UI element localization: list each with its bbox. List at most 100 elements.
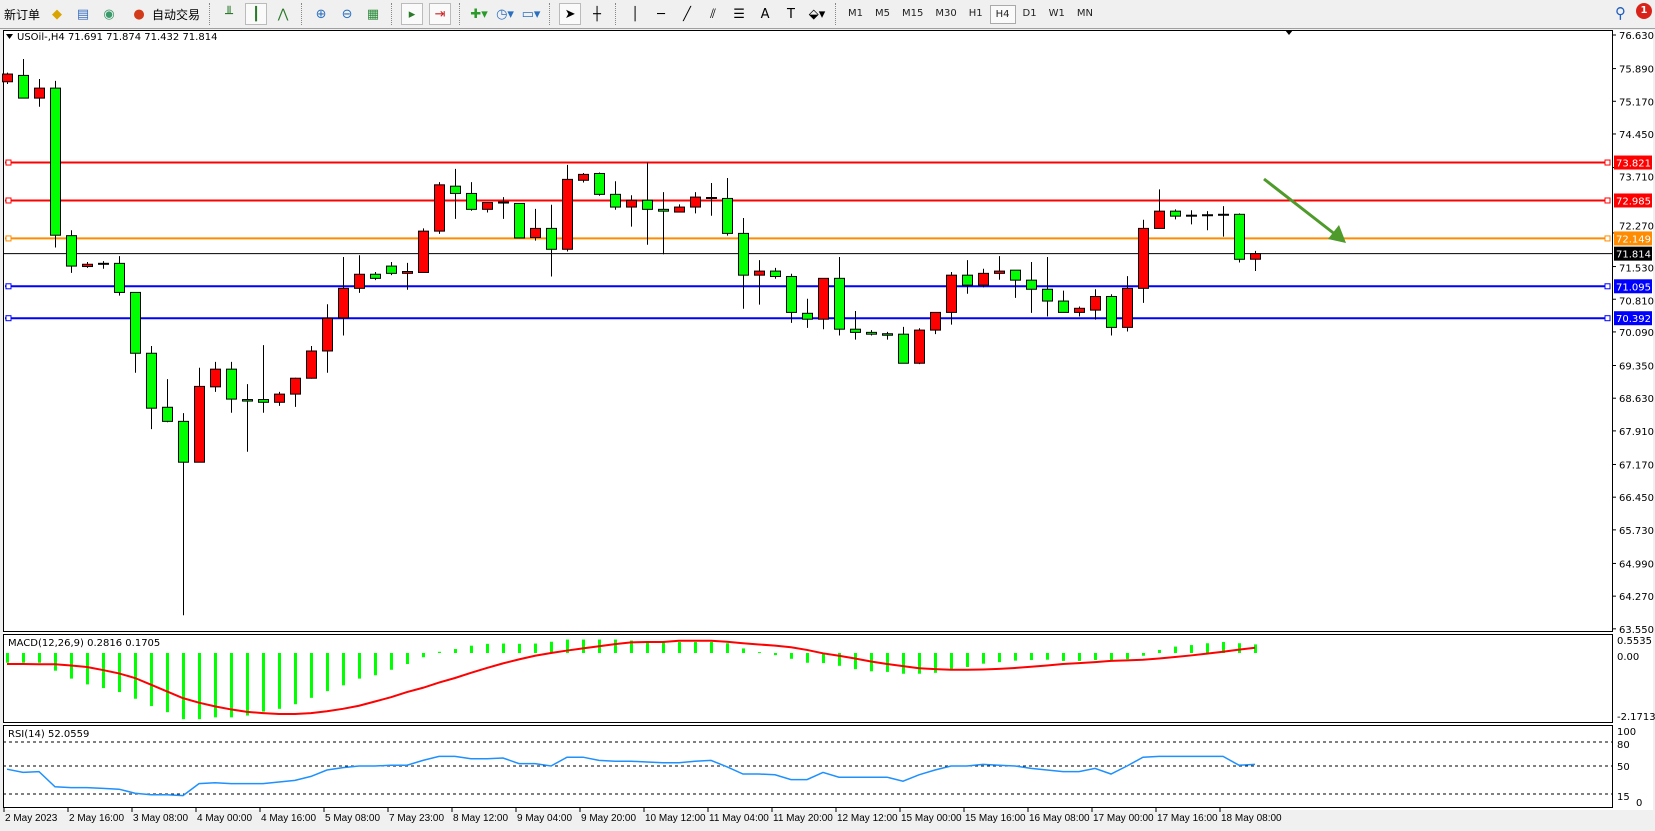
candle-body — [834, 277, 845, 330]
level-price-label: 72.985 — [1616, 196, 1651, 207]
market-watch-icon[interactable]: ◆ — [52, 6, 63, 22]
candle-body — [114, 262, 125, 293]
price-chart[interactable]: 76.630 75.890 75.170 74.450 73.710 72.270 71.5… — [0, 29, 1655, 831]
candle-body — [722, 197, 733, 234]
macd-histogram-bar — [246, 653, 249, 716]
bar-chart-icon[interactable]: ╨ — [225, 6, 233, 22]
search-icon[interactable]: ⚲ — [1615, 4, 1626, 22]
new-order-button[interactable]: 新订单 — [0, 2, 44, 26]
auto-scroll-icon[interactable]: ▸ — [401, 3, 424, 25]
date-tick-label: 17 May 16:00 — [1157, 813, 1218, 824]
candle-body — [1138, 227, 1149, 289]
level-price-label: 72.149 — [1616, 234, 1651, 245]
candle-body — [1010, 269, 1021, 281]
macd-histogram-bar — [198, 653, 201, 720]
level-handle — [5, 283, 12, 290]
timeframe-w1[interactable]: W1 — [1048, 7, 1065, 19]
price-tick-label: 65.730 — [1619, 526, 1654, 537]
date-tick-label: 17 May 00:00 — [1093, 813, 1154, 824]
candlestick-chart-icon[interactable]: ┃ — [245, 3, 268, 25]
crosshair-icon[interactable]: ┼ — [593, 6, 601, 22]
candle-body — [402, 271, 413, 274]
arrows-icon[interactable]: ⬙▾ — [808, 6, 826, 22]
timeframe-m1[interactable]: M1 — [848, 7, 864, 19]
candle-body — [1042, 288, 1053, 302]
fibonacci-icon[interactable]: ☰ — [733, 6, 745, 22]
macd-histogram-bar — [182, 653, 185, 720]
chart-shift-icon[interactable]: ⇥ — [429, 3, 452, 25]
timeframe-h1[interactable]: H1 — [968, 7, 983, 19]
indicators-icon[interactable]: ✚▾ — [470, 6, 488, 22]
candle-body — [882, 333, 893, 336]
text-icon[interactable]: A — [760, 6, 770, 22]
tile-windows-icon[interactable]: ▦ — [366, 6, 380, 22]
macd-histogram-bar — [1014, 653, 1017, 661]
macd-histogram-bar — [166, 653, 169, 713]
auto-trading-button[interactable]: ● 自动交易 — [122, 2, 204, 26]
zoom-in-icon[interactable]: ⊕ — [315, 6, 327, 22]
candle-body — [178, 420, 189, 463]
templates-icon[interactable]: ▭▾ — [521, 6, 541, 22]
signals-icon[interactable]: ◉ — [103, 6, 115, 22]
level-price-label: 71.095 — [1616, 282, 1651, 293]
macd-histogram-bar — [390, 653, 393, 670]
text-label-icon[interactable]: T — [787, 6, 795, 22]
candle-body — [946, 274, 957, 313]
timeframe-m30[interactable]: M30 — [935, 7, 957, 19]
timeframe-m15[interactable]: M15 — [902, 7, 924, 19]
level-price-tag — [1614, 193, 1652, 208]
macd-histogram-bar — [726, 643, 729, 653]
date-tick-label: 5 May 08:00 — [325, 813, 380, 824]
timeframe-d1[interactable]: D1 — [1022, 7, 1037, 19]
macd-histogram-bar — [38, 653, 41, 663]
rsi-axis-label: 100 — [1617, 727, 1636, 738]
symbol-dropdown-icon — [6, 34, 13, 39]
level-handle — [5, 235, 12, 242]
macd-signal-line — [7, 639, 1256, 715]
price-tick-label: 67.170 — [1619, 460, 1654, 471]
candle-body — [578, 173, 589, 181]
candle-body — [130, 291, 141, 354]
notification-badge[interactable]: 1 — [1636, 3, 1652, 19]
zoom-out-icon[interactable]: ⊖ — [341, 6, 353, 22]
date-tick-label: 4 May 00:00 — [197, 813, 252, 824]
timeframe-h4[interactable]: H4 — [989, 4, 1016, 24]
timeframe-m5[interactable]: M5 — [875, 7, 891, 19]
candle-body — [2, 73, 13, 83]
trendline-icon[interactable]: ╱ — [683, 6, 691, 22]
date-tick-label: 11 May 20:00 — [773, 813, 833, 824]
timeframe-mn[interactable]: MN — [1076, 7, 1093, 19]
candle-body — [610, 193, 621, 208]
candle-body — [530, 227, 541, 238]
price-tick-label: 64.270 — [1619, 592, 1654, 603]
macd-histogram-bar — [1046, 653, 1049, 660]
macd-histogram-bar — [230, 653, 233, 718]
macd-histogram-bar — [406, 653, 409, 664]
macd-histogram-bar — [1126, 653, 1129, 660]
macd-axis-label: 0.5535 — [1617, 636, 1652, 647]
macd-histogram-bar — [374, 653, 377, 676]
level-handle — [1604, 283, 1611, 290]
trend-arrow-line — [1263, 177, 1337, 237]
vertical-line-icon[interactable]: │ — [631, 6, 639, 22]
macd-histogram-bar — [742, 648, 745, 653]
navigator-icon[interactable]: ▤ — [76, 6, 90, 22]
price-tick-label: 75.170 — [1619, 97, 1654, 108]
candle-body — [786, 276, 797, 313]
line-chart-icon[interactable]: ⋀ — [277, 6, 289, 22]
level-handle — [1604, 315, 1611, 322]
candle-body — [34, 87, 45, 99]
candle-body — [194, 385, 205, 463]
macd-header: MACD(12,26,9) 0.2816 0.1705 — [8, 638, 160, 649]
cursor-icon[interactable]: ➤ — [559, 3, 582, 25]
candle-body — [866, 331, 877, 335]
channel-icon[interactable]: ⫽ — [710, 6, 716, 22]
horizontal-line-icon[interactable]: ─ — [657, 6, 665, 22]
candle-body — [466, 192, 477, 210]
macd-histogram-bar — [1110, 653, 1113, 661]
level-price-tag — [1614, 231, 1652, 246]
date-tick-label: 15 May 16:00 — [965, 813, 1026, 824]
chart-shift-marker-icon — [1285, 30, 1293, 35]
macd-histogram-bar — [630, 640, 633, 653]
periods-icon[interactable]: ◷▾ — [496, 6, 514, 22]
